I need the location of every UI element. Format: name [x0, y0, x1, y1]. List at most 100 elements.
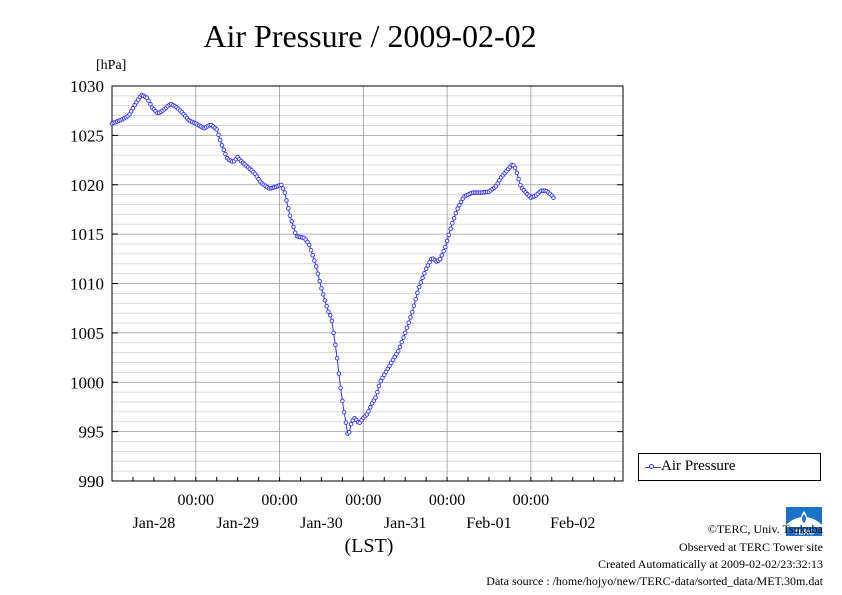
data-point: [420, 275, 425, 281]
data-point: [457, 203, 462, 208]
y-tick-label: 1020: [70, 176, 104, 195]
data-point: [406, 320, 411, 325]
data-point: [458, 199, 464, 205]
y-tick-label: 1000: [70, 373, 104, 392]
data-point: [284, 198, 289, 203]
data-point: [333, 342, 338, 348]
data-point: [280, 186, 286, 191]
y-tick-label: 990: [79, 472, 105, 491]
data-point: [376, 383, 382, 389]
data-point: [455, 206, 460, 211]
data-point: [404, 325, 410, 330]
x-time-label: 00:00: [429, 492, 465, 509]
data-point: [516, 176, 521, 182]
data-point: [451, 215, 457, 221]
grid-lines: [112, 86, 623, 481]
data-point: [418, 280, 424, 285]
data-point: [214, 127, 219, 132]
footer-observed: Observed at TERC Tower site: [678, 540, 823, 554]
data-point: [443, 244, 448, 250]
data-point: [317, 278, 322, 284]
data-point: [399, 339, 404, 345]
x-date-label: Jan-29: [216, 515, 259, 532]
data-point: [411, 303, 417, 308]
data-point: [441, 248, 446, 254]
data-point: [310, 253, 315, 258]
data-point: [408, 315, 413, 320]
data-point: [401, 335, 406, 340]
data-point: [415, 290, 420, 296]
data-point: [287, 213, 293, 218]
data-point: [512, 165, 518, 171]
data-point: [312, 258, 317, 263]
data-point: [437, 256, 443, 262]
data-point: [282, 190, 288, 195]
data-point: [223, 151, 228, 157]
x-date-label: Feb-02: [550, 515, 595, 532]
x-time-label: 00:00: [513, 492, 549, 509]
x-time-label: 00:00: [178, 492, 214, 509]
data-point: [368, 405, 373, 410]
data-point: [340, 398, 345, 404]
y-tick-label: 995: [79, 423, 105, 442]
y-tick-label: 1010: [70, 275, 104, 294]
data-point: [308, 247, 314, 253]
data-point: [217, 137, 223, 143]
data-point: [331, 330, 336, 336]
data-point: [338, 385, 343, 391]
data-point: [446, 232, 452, 238]
x-time-label: 00:00: [345, 492, 381, 509]
data-point: [450, 220, 455, 226]
x-time-label: 00:00: [261, 492, 297, 509]
data-point: [315, 271, 321, 276]
data-point: [453, 210, 459, 216]
legend: Air Pressure: [638, 453, 821, 481]
data-series: [109, 92, 556, 436]
y-tick-label: 1005: [70, 324, 104, 343]
data-point: [373, 395, 378, 400]
data-point: [347, 430, 352, 435]
data-point: [292, 230, 298, 235]
x-date-label: Jan-31: [384, 515, 427, 532]
data-point: [427, 259, 432, 265]
data-point: [439, 253, 445, 258]
data-point: [320, 292, 326, 297]
data-point: [146, 98, 151, 103]
data-point: [216, 132, 221, 137]
data-point: [413, 296, 418, 302]
footer-created: Created Automatically at 2009-02-02/23:3…: [598, 557, 823, 571]
x-date-label: Feb-01: [466, 515, 511, 532]
data-point: [514, 170, 520, 176]
data-point: [326, 309, 331, 314]
data-point: [334, 355, 340, 361]
data-point: [402, 330, 408, 336]
y-tick-label: 1030: [70, 77, 104, 96]
data-point: [327, 313, 333, 318]
data-point: [375, 389, 380, 395]
x-axis-label: (LST): [345, 535, 394, 557]
data-point: [448, 226, 453, 231]
data-point: [329, 318, 335, 324]
data-point: [409, 309, 415, 315]
data-point: [422, 271, 427, 276]
data-point: [324, 303, 329, 309]
legend-marker: [649, 464, 654, 469]
data-point: [551, 195, 556, 200]
series-line: [111, 94, 554, 435]
y-tick-label: 1015: [70, 225, 104, 244]
data-point: [348, 421, 354, 427]
data-point: [221, 147, 226, 153]
data-point: [343, 420, 349, 425]
data-point: [289, 219, 295, 224]
data-point: [291, 224, 296, 230]
data-point: [395, 348, 401, 354]
x-date-label: Jan-30: [300, 515, 343, 532]
data-point: [313, 264, 319, 269]
data-point: [366, 409, 371, 414]
data-point: [322, 298, 328, 303]
logo-text: TERC: [794, 528, 815, 537]
data-point: [416, 284, 422, 290]
legend-label: Air Pressure: [661, 458, 736, 474]
data-point: [336, 371, 342, 376]
